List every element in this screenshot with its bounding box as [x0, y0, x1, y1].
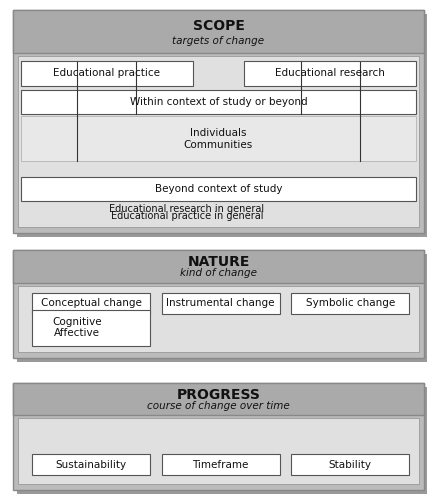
Bar: [18, 286, 419, 352]
Text: Stability: Stability: [329, 460, 372, 469]
Bar: [13, 250, 424, 358]
Text: course of change over time: course of change over time: [147, 401, 290, 411]
Text: Symbolic change: Symbolic change: [305, 298, 395, 308]
Text: targets of change: targets of change: [173, 36, 264, 46]
Text: Beyond context of study: Beyond context of study: [155, 184, 282, 194]
Bar: [244, 62, 416, 86]
Text: NATURE: NATURE: [187, 256, 250, 270]
Bar: [18, 56, 419, 226]
Text: Communities: Communities: [184, 140, 253, 150]
Bar: [21, 178, 416, 202]
Text: kind of change: kind of change: [180, 268, 257, 278]
Bar: [18, 418, 419, 484]
Text: Educational research in general: Educational research in general: [109, 204, 264, 214]
Bar: [17, 254, 427, 362]
Text: Conceptual change: Conceptual change: [41, 298, 142, 308]
Bar: [17, 14, 427, 236]
Text: Cognitive: Cognitive: [52, 317, 102, 327]
Bar: [13, 10, 424, 232]
Bar: [13, 10, 424, 52]
Text: Timeframe: Timeframe: [192, 460, 249, 469]
Bar: [32, 293, 150, 314]
Bar: [162, 454, 280, 475]
Bar: [21, 62, 193, 86]
Bar: [17, 386, 427, 494]
Text: Within context of study or beyond: Within context of study or beyond: [130, 96, 307, 106]
Text: Educational practice: Educational practice: [53, 68, 160, 78]
Text: Educational research: Educational research: [275, 68, 385, 78]
Bar: [32, 310, 150, 346]
Text: Sustainability: Sustainability: [55, 460, 127, 469]
Bar: [21, 90, 416, 114]
Text: Instrumental change: Instrumental change: [166, 298, 275, 308]
Bar: [13, 382, 424, 415]
Text: Affective: Affective: [54, 328, 100, 338]
Bar: [291, 293, 409, 314]
Bar: [32, 454, 150, 475]
Text: PROGRESS: PROGRESS: [177, 388, 260, 402]
Bar: [13, 250, 424, 282]
Bar: [13, 382, 424, 490]
Bar: [291, 454, 409, 475]
Bar: [162, 293, 280, 314]
Bar: [21, 116, 416, 161]
Text: Individuals: Individuals: [190, 128, 247, 138]
Text: Educational practice in general: Educational practice in general: [111, 212, 263, 222]
Text: SCOPE: SCOPE: [193, 19, 244, 33]
